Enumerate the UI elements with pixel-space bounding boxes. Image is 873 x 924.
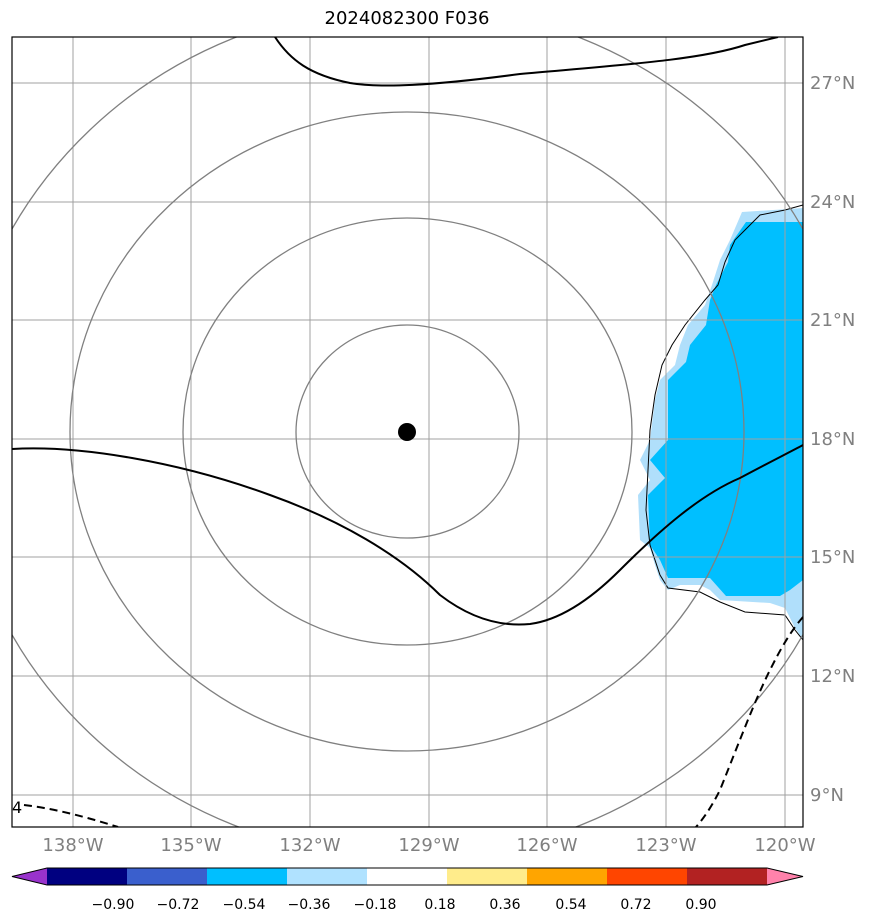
map-title: 2024082300 F036	[324, 8, 490, 29]
colorbar-tick-label: −0.90	[92, 897, 135, 913]
colorbar-tick-label: −0.72	[157, 897, 200, 913]
lon-label: 126°W	[516, 835, 577, 856]
lon-label: 129°W	[398, 835, 459, 856]
shaded-region-main	[648, 222, 803, 596]
colorbar-segment	[367, 868, 448, 885]
lon-label: 120°W	[754, 835, 815, 856]
colorbar-segment	[447, 868, 528, 885]
coastline	[645, 204, 803, 641]
contour-solid-north	[274, 37, 779, 87]
colorbar-tick-label: 0.18	[424, 897, 455, 913]
gridlines	[12, 37, 803, 827]
colorbar-segment	[47, 868, 128, 885]
colorbar-segment	[687, 868, 768, 885]
contour-label: 4	[12, 798, 22, 817]
contour-dashed-southwest	[23, 804, 119, 827]
colorbar-tick-label: 0.36	[489, 897, 520, 913]
lon-label: 138°W	[42, 835, 103, 856]
colorbar-segment	[127, 868, 208, 885]
storm-center-dot	[398, 423, 416, 441]
colorbar-tick-label: −0.36	[288, 897, 331, 913]
lat-label: 27°N	[810, 73, 855, 94]
colorbar-outline	[11, 867, 804, 886]
lat-label: 21°N	[810, 310, 855, 331]
colorbar-tick-label: 0.54	[555, 897, 586, 913]
contour-dashed-southeast	[695, 616, 803, 827]
colorbar-segment	[527, 868, 608, 885]
range-rings	[12, 37, 803, 827]
lon-label: 135°W	[160, 835, 221, 856]
colorbar-segment	[287, 868, 368, 885]
lat-label: 9°N	[810, 785, 844, 806]
colorbar-segment	[207, 868, 288, 885]
contour-solid-south	[12, 444, 803, 626]
colorbar-ticks: −0.90 −0.72 −0.54 −0.36 −0.18 0.18 0.36 …	[92, 897, 717, 913]
lat-label: 24°N	[810, 192, 855, 213]
colorbar-segment	[607, 868, 688, 885]
longitude-labels: 138°W 135°W 132°W 129°W 126°W 123°W 120°…	[42, 835, 815, 856]
lon-label: 123°W	[635, 835, 696, 856]
colorbar-tick-label: −0.18	[354, 897, 397, 913]
colorbar	[11, 867, 804, 886]
latitude-labels: 27°N 24°N 21°N 18°N 15°N 12°N 9°N	[810, 73, 855, 806]
colorbar-tick-label: 0.90	[685, 897, 716, 913]
map-frame	[11, 36, 804, 828]
lon-label: 132°W	[279, 835, 340, 856]
lat-label: 12°N	[810, 666, 855, 687]
colorbar-tick-label: −0.54	[223, 897, 266, 913]
lat-label: 15°N	[810, 547, 855, 568]
colorbar-tick-label: 0.72	[620, 897, 651, 913]
lat-label: 18°N	[810, 429, 855, 450]
colorbar-extend-max	[767, 868, 803, 885]
colorbar-extend-min	[12, 868, 47, 885]
